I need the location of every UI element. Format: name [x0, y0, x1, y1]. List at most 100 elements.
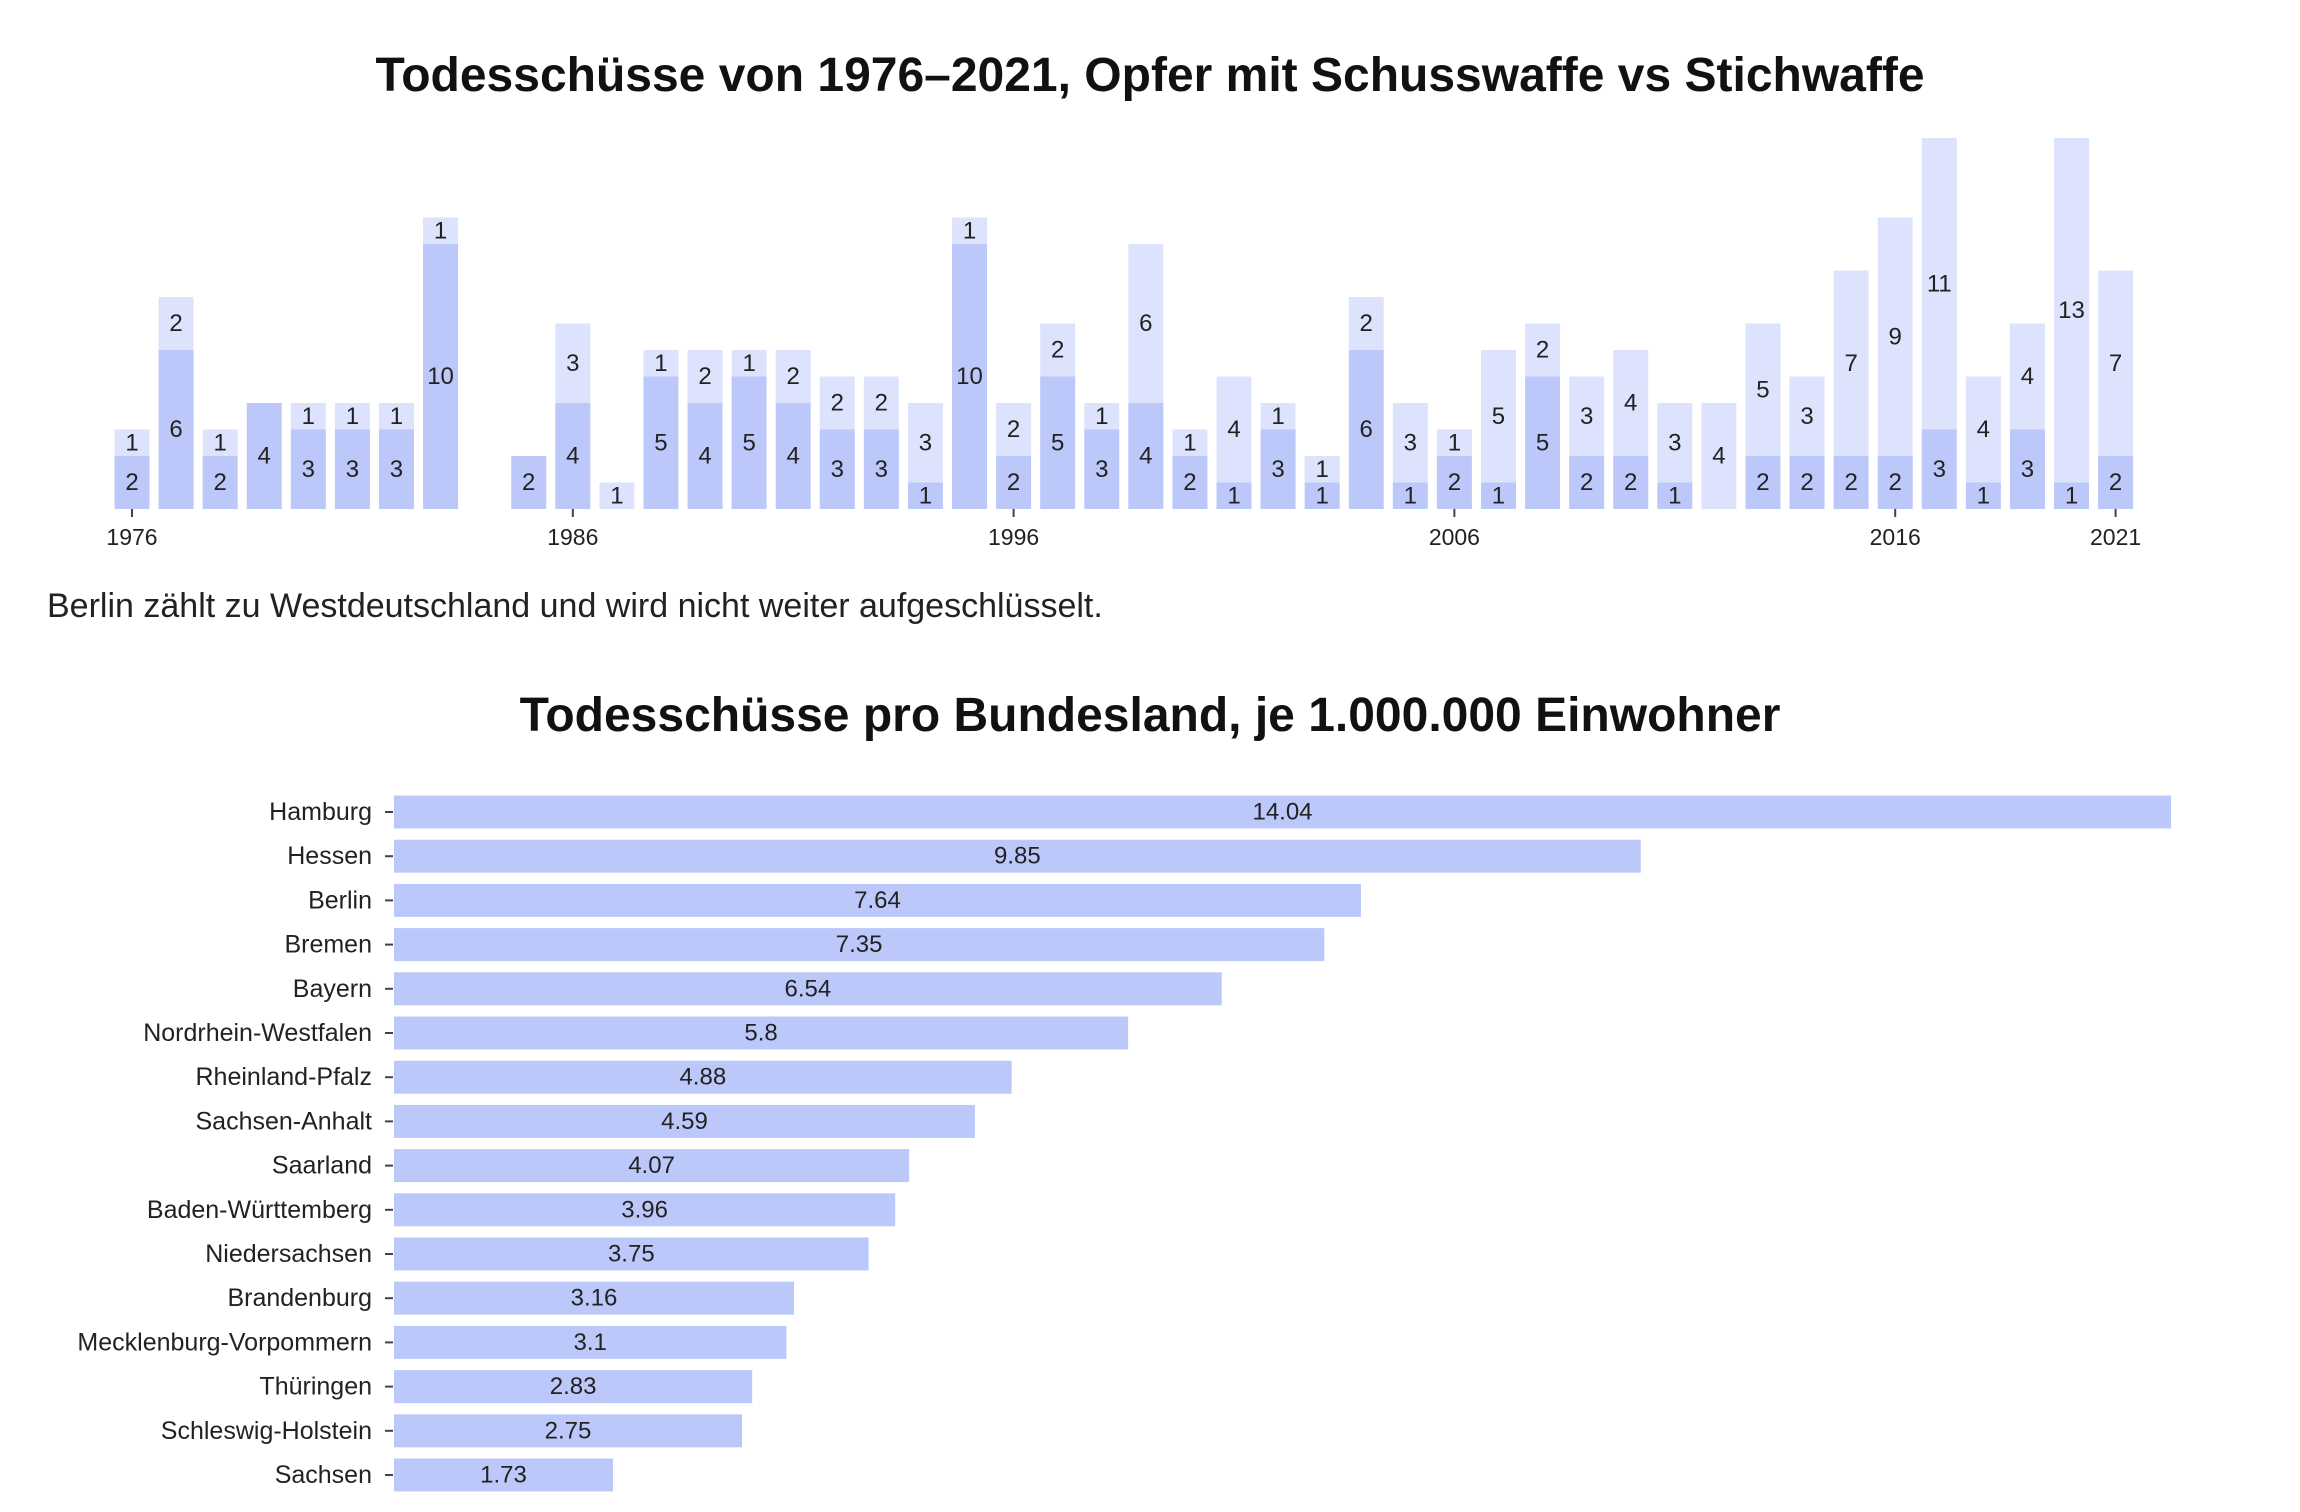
- bar-segment-firearm-1985: [511, 456, 547, 509]
- bar-segment-knife-1981: [334, 403, 370, 430]
- bar-segment-firearm-2011: [1657, 482, 1693, 509]
- bar-label-knife-1978: 1: [213, 429, 226, 456]
- state-value-label-sachsen-anhalt: 4.59: [661, 1108, 708, 1135]
- bar-label-firearm-2018: 1: [1977, 482, 1990, 509]
- bar-label-knife-2014: 3: [1800, 403, 1813, 430]
- state-bar-mecklenburg-vorpommern: [394, 1325, 787, 1359]
- bar-label-knife-2016: 9: [1889, 323, 1902, 350]
- state-label-schleswig-holstein: Schleswig-Holstein: [161, 1417, 372, 1445]
- state-bar-bayern: [394, 972, 1222, 1006]
- bar-segment-knife-1980: [290, 403, 326, 430]
- state-bar-saarland: [394, 1149, 910, 1183]
- bar-segment-knife-1995: [952, 217, 988, 244]
- state-label-hamburg: Hamburg: [269, 798, 372, 826]
- bar-segment-firearm-1991: [775, 403, 811, 509]
- bar-segment-knife-2004: [1348, 297, 1384, 350]
- bar-segment-firearm-1992: [819, 429, 855, 509]
- bar-label-knife-1986: 3: [566, 350, 579, 377]
- bar-segment-knife-2013: [1745, 323, 1781, 456]
- bar-segment-firearm-1996: [996, 456, 1032, 509]
- bar-segment-firearm-2004: [1348, 350, 1384, 509]
- bar-segment-firearm-2014: [1789, 456, 1825, 509]
- bar-segment-knife-2015: [1833, 270, 1869, 456]
- state-label-mecklenburg-vorpommern: Mecklenburg-Vorpommern: [77, 1328, 372, 1356]
- bar-segment-firearm-1980: [290, 429, 326, 509]
- bar-label-firearm-2003: 1: [1315, 482, 1328, 509]
- bar-segment-firearm-2005: [1392, 482, 1428, 509]
- bar-segment-firearm-2010: [1613, 456, 1649, 509]
- bar-label-firearm-2016: 2: [1889, 469, 1902, 496]
- bar-label-knife-1976: 1: [125, 429, 138, 456]
- bar-segment-knife-2006: [1436, 429, 1472, 456]
- x-axis-years: 1976 1986 1996 2006 2016 2021: [106, 509, 2141, 550]
- bar-label-firearm-1995: 10: [956, 363, 983, 390]
- bar-segment-firearm-2020: [2054, 482, 2090, 509]
- bar-label-knife-1990: 1: [742, 350, 755, 377]
- bar-label-firearm-1989: 4: [698, 443, 711, 470]
- bar-label-knife-2001: 4: [1227, 416, 1240, 443]
- bar-label-firearm-1980: 3: [302, 456, 315, 483]
- state-label-niedersachsen: Niedersachsen: [205, 1240, 372, 1268]
- bar-label-firearm-1986: 4: [566, 443, 579, 470]
- bar-label-knife-2018: 4: [1977, 416, 1990, 443]
- bar-segment-knife-1996: [996, 403, 1032, 456]
- bar-label-firearm-2006: 2: [1448, 469, 1461, 496]
- bar-segment-knife-2008: [1525, 323, 1561, 377]
- bar-segment-firearm-1988: [643, 376, 679, 509]
- bar-segment-knife-2019: [2009, 323, 2045, 430]
- state-label-thüringen: Thüringen: [259, 1373, 372, 1401]
- bar-segment-knife-1983: [423, 217, 459, 244]
- bar-label-knife-1995: 1: [963, 217, 976, 244]
- bar-segment-knife-2014: [1789, 376, 1825, 456]
- bar-label-firearm-2007: 1: [1492, 482, 1505, 509]
- state-value-label-schleswig-holstein: 2.75: [545, 1417, 592, 1444]
- state-bar-rheinland-pfalz: [394, 1060, 1012, 1094]
- bar-segment-firearm-1999: [1128, 403, 1164, 509]
- bar-segment-firearm-2009: [1569, 456, 1605, 509]
- bar-label-knife-1991: 2: [787, 363, 800, 390]
- bar-segment-knife-1987: [599, 482, 635, 509]
- state-bar-bremen: [394, 928, 1325, 962]
- bar-segment-firearm-2006: [1436, 456, 1472, 509]
- bar-label-knife-1994: 3: [919, 429, 932, 456]
- bar-label-knife-2006: 1: [1448, 429, 1461, 456]
- bar-label-knife-2008: 2: [1536, 337, 1549, 364]
- bar-segment-knife-1990: [731, 350, 767, 377]
- bar-segment-firearm-2000: [1172, 456, 1208, 509]
- bar-segment-knife-1994: [907, 403, 943, 483]
- bar-segment-firearm-1976: [114, 456, 150, 509]
- bar-segment-knife-1993: [863, 376, 899, 430]
- bar-label-firearm-1994: 1: [919, 482, 932, 509]
- bar-label-firearm-1991: 4: [787, 443, 800, 470]
- bar-label-firearm-2015: 2: [1844, 469, 1857, 496]
- y-axis-states: Hamburg Hessen Berlin Bremen Bayern Nordrhein…: [77, 798, 393, 1489]
- bar-segment-knife-1976: [114, 429, 150, 456]
- bar-segment-firearm-2008: [1525, 376, 1561, 509]
- state-label-berlin: Berlin: [308, 886, 372, 914]
- state-bar-niedersachsen: [394, 1237, 869, 1271]
- bar-label-knife-1992: 2: [831, 390, 844, 417]
- state-value-label-hamburg: 14.04: [1252, 799, 1312, 826]
- state-bar-schleswig-holstein: [394, 1414, 743, 1448]
- bar-label-knife-1993: 2: [875, 390, 888, 417]
- state-label-bayern: Bayern: [293, 975, 372, 1003]
- bar-label-knife-1980: 1: [302, 403, 315, 430]
- state-value-label-niedersachsen: 3.75: [608, 1241, 655, 1268]
- state-value-label-hessen: 9.85: [994, 843, 1041, 870]
- bar-label-firearm-1990: 5: [742, 429, 755, 456]
- bar-segment-firearm-2015: [1833, 456, 1869, 509]
- bar-label-knife-1988: 1: [654, 350, 667, 377]
- bar-segment-knife-2005: [1392, 403, 1428, 483]
- state-value-label-saarland: 4.07: [628, 1152, 675, 1179]
- x-tick-label-1976: 1976: [106, 524, 157, 550]
- bar-label-firearm-1979: 4: [258, 443, 271, 470]
- bar-label-firearm-2004: 6: [1360, 416, 1373, 443]
- bar-label-firearm-2002: 3: [1271, 456, 1284, 483]
- bar-label-knife-1999: 6: [1139, 310, 1152, 337]
- bar-segment-firearm-2001: [1216, 482, 1252, 509]
- bar-label-knife-1987: 1: [610, 482, 623, 509]
- bar-label-firearm-2008: 5: [1536, 429, 1549, 456]
- bar-label-firearm-2019: 3: [2021, 456, 2034, 483]
- bar-segment-firearm-1993: [863, 429, 899, 509]
